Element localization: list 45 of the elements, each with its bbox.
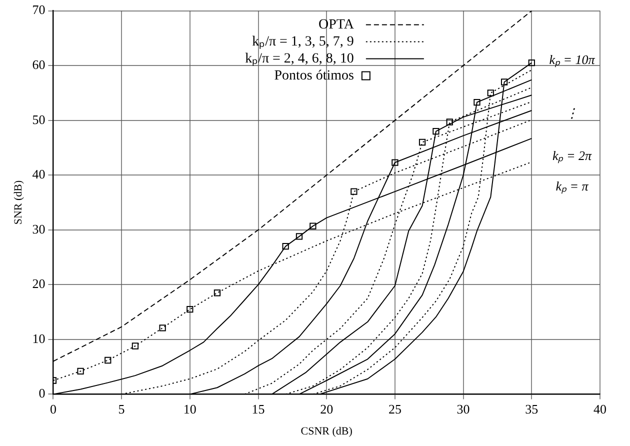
point (474, 98, 480, 106)
point (282, 242, 289, 250)
point (418, 138, 426, 146)
y-tick-label: 20 (32, 276, 46, 292)
point (132, 342, 139, 350)
x-tick-label: 5 (118, 401, 125, 416)
x-tick-label: 15 (252, 401, 265, 416)
y-tick-label: 40 (32, 166, 46, 182)
point (392, 159, 398, 166)
point (159, 324, 166, 332)
x-tick-label: 10 (183, 401, 196, 416)
point (446, 118, 453, 126)
x-tick-label: 30 (456, 401, 470, 416)
point (104, 356, 112, 364)
legend-label: OPTA (318, 17, 355, 32)
y-tick-label: 30 (32, 221, 46, 236)
x-tick-label: 40 (594, 401, 606, 416)
legend-label: kₚ/π = 1, 3, 5, 7, 9 (252, 34, 354, 50)
x-tick-label: 25 (388, 401, 402, 416)
x-tick-label: 35 (525, 401, 538, 416)
y-tick-label: 50 (32, 112, 46, 127)
point (500, 78, 508, 86)
annotation: kₚ = 10π (549, 52, 596, 68)
legend-label: kₚ/π = 2, 4, 6, 8, 10 (245, 51, 354, 66)
y-tick-label: 0 (38, 386, 46, 401)
annotation: kₚ = 2π (552, 148, 592, 164)
y-tick-label: 70 (32, 2, 46, 18)
y-axis-title: SNR (dB) (12, 180, 24, 225)
point (77, 368, 84, 375)
y-tick-label: 60 (32, 56, 46, 72)
point (528, 60, 535, 66)
x-tick-label: 20 (320, 401, 334, 416)
point (350, 188, 358, 195)
point (487, 90, 494, 96)
point (214, 290, 221, 296)
legend-label: Pontos ótimos (274, 68, 354, 84)
annotation: ⋮ (566, 106, 578, 121)
point (296, 233, 303, 240)
point (186, 306, 194, 313)
point (310, 222, 316, 230)
x-tick-label: 0 (50, 401, 56, 416)
y-tick-label: 10 (32, 330, 46, 346)
annotation: kₚ = π (556, 178, 589, 195)
x-axis-title: CSNR (dB) (300, 425, 353, 438)
point (432, 128, 440, 135)
